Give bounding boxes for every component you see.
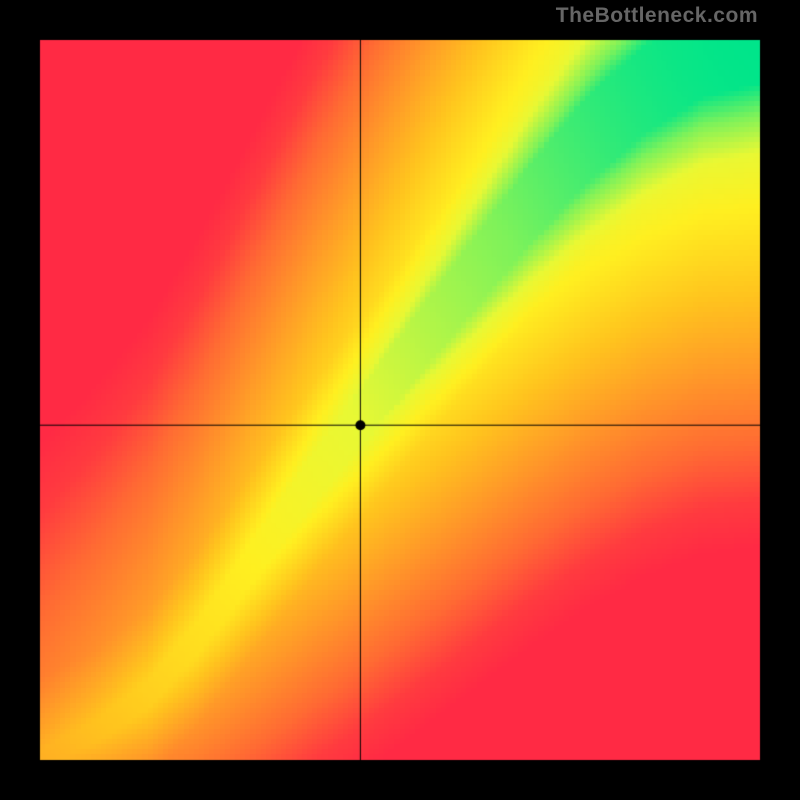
watermark-text: TheBottleneck.com (556, 4, 758, 28)
bottleneck-heatmap (0, 0, 800, 800)
chart-container: { "meta": { "watermark": "TheBottleneck.… (0, 0, 800, 800)
